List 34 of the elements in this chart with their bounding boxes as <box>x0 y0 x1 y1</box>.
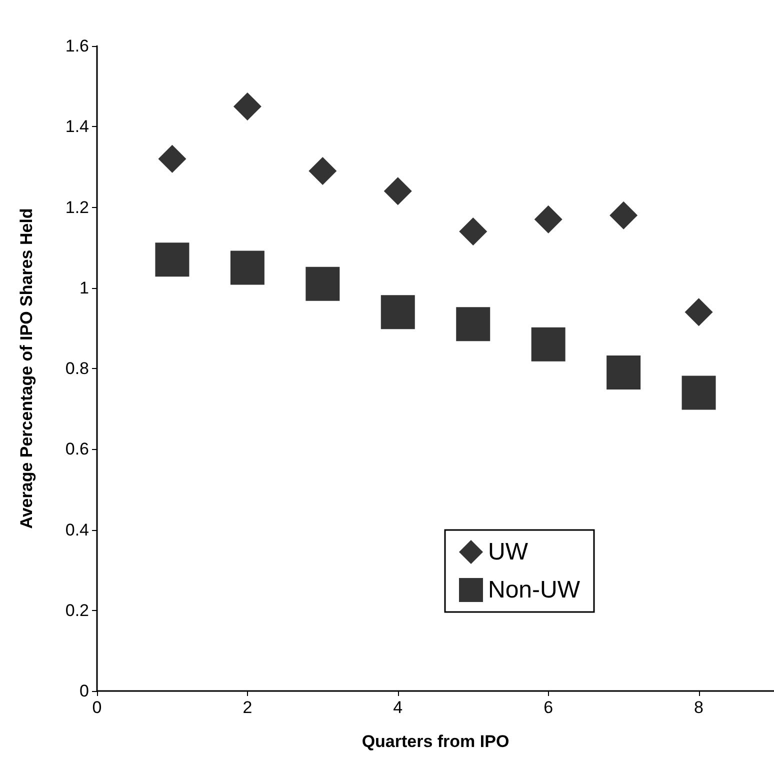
y-tick-label: 0.8 <box>65 359 89 378</box>
y-tick-label: 1 <box>80 278 89 298</box>
point <box>684 298 713 326</box>
y-tick-label: 0 <box>80 682 89 700</box>
point <box>531 327 566 362</box>
point <box>606 356 641 390</box>
point <box>459 217 488 246</box>
y-axis-title: Average Percentage of IPO Shares Held <box>17 208 36 529</box>
point <box>534 205 562 234</box>
x-tick-label: 6 <box>544 698 554 717</box>
point <box>306 266 340 301</box>
legend-label: Non-UW <box>488 576 580 604</box>
point <box>233 92 262 120</box>
point <box>384 177 412 206</box>
point <box>380 295 415 330</box>
legend-label: UW <box>488 538 528 566</box>
x-tick-label: 2 <box>242 698 252 717</box>
y-tick-label: 0.2 <box>65 600 89 620</box>
y-tick-label: 1.2 <box>65 198 89 217</box>
y-tick-label: 1.4 <box>65 117 89 136</box>
point <box>610 201 638 230</box>
x-axis-title: Quarters from IPO <box>362 732 510 751</box>
y-tick-label: 0.6 <box>65 440 89 459</box>
y-tick-label: 0.4 <box>65 520 89 540</box>
x-tick-label: 4 <box>393 698 403 717</box>
point <box>456 307 490 342</box>
point <box>308 156 337 185</box>
point <box>155 242 190 277</box>
x-tick-label: 0 <box>92 698 102 717</box>
point <box>158 144 186 173</box>
y-tick-label: 1.6 <box>65 36 89 56</box>
x-tick-label: 8 <box>694 698 704 717</box>
point <box>682 376 716 410</box>
point <box>230 250 264 285</box>
